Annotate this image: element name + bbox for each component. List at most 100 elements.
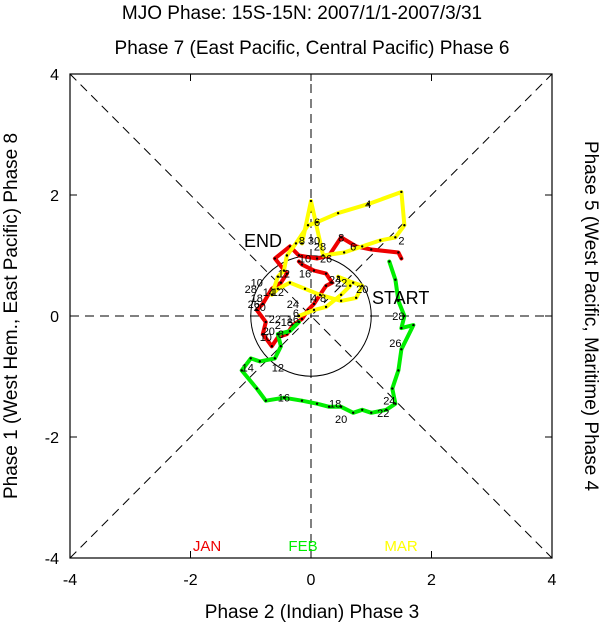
series-jan-point [273, 257, 277, 260]
series-feb-point [412, 323, 415, 327]
day-label: 12 [278, 269, 290, 281]
series-feb-point [315, 402, 319, 405]
day-label: 8 [320, 293, 326, 305]
series-jan-point [285, 272, 289, 275]
day-label: 16 [299, 269, 311, 281]
day-label: 20 [254, 302, 266, 314]
series-mar-point [342, 251, 346, 254]
series-mar-point [336, 211, 340, 215]
day-label: 6 [293, 308, 299, 320]
series-feb-point [394, 278, 397, 281]
series-mar-point [336, 275, 340, 278]
y-tick-label: -4 [45, 551, 59, 568]
series-mar-point [276, 275, 280, 278]
series-feb-point [282, 396, 286, 399]
series-mar-point [379, 239, 382, 242]
series-mar-point [282, 269, 286, 272]
series-jan-point [339, 236, 343, 239]
day-label: 28 [245, 284, 257, 296]
x-tick-label: 4 [548, 572, 557, 589]
right-axis-label: Phase 5 (West Pacific, Maritime) Phase 4 [580, 141, 601, 492]
day-label: 14 [242, 362, 254, 374]
day-label: 18 [251, 293, 263, 305]
x-tick-label: 0 [307, 572, 316, 589]
series-mar-point [339, 293, 343, 297]
reference-lines [69, 73, 553, 559]
series-mar-point [367, 202, 370, 206]
day-label: 8 [338, 232, 344, 244]
series-jan-point [255, 308, 258, 312]
x-tick-label: 2 [427, 572, 436, 589]
series-mar-point [294, 242, 298, 245]
series-jan-point [297, 260, 301, 263]
series-feb-point [385, 408, 388, 411]
day-label: 22 [377, 408, 389, 420]
series-feb-point [279, 345, 283, 348]
series-mar-point [361, 245, 364, 248]
series-feb-point [288, 329, 292, 333]
series-jan-point [279, 281, 283, 284]
day-label: 16 [287, 314, 299, 326]
day-label: 30 [308, 235, 320, 247]
series-mar-point [351, 281, 355, 284]
series-mar-point [303, 287, 307, 290]
series-mar-point [270, 293, 274, 297]
series-feb-point [400, 348, 403, 351]
series-feb-point [403, 314, 406, 318]
series-mar-point [276, 287, 280, 290]
day-label: 26 [248, 299, 260, 311]
series-jan-point [261, 302, 264, 306]
series-jan-point [324, 272, 328, 275]
day-label: 28 [392, 311, 404, 323]
series-mar-point [297, 314, 301, 318]
series-feb-point [339, 405, 343, 408]
trajectory-series [239, 190, 416, 415]
series-jan-point [261, 332, 264, 336]
series-mar-point [348, 284, 352, 287]
day-label: 12 [272, 362, 284, 374]
series-feb-point [240, 369, 243, 372]
y-tick-label: -2 [45, 430, 59, 447]
series-mar-point [339, 299, 343, 303]
series-jan-point [330, 281, 334, 284]
day-label: 20 [356, 284, 368, 296]
series-feb-point [400, 326, 403, 330]
series-feb-point [397, 299, 400, 303]
series-mar-point [318, 293, 322, 297]
series-mar-point [361, 284, 364, 287]
day-label: 2 [398, 235, 404, 247]
day-label: 4 [311, 293, 317, 305]
start-annotation: START [372, 288, 429, 308]
series-feb-point [264, 399, 268, 402]
series-jan-point [370, 248, 373, 251]
left-axis-label: Phase 1 (West Hem., East Pacific) Phase … [1, 133, 22, 499]
series-mar-point [309, 199, 313, 203]
day-label: 24 [287, 299, 299, 311]
series-jan-point [324, 284, 328, 287]
x-tick-label: -2 [183, 572, 197, 589]
day-label: 22 [269, 314, 281, 326]
day-label: 8 [278, 329, 284, 341]
series-jan-point [397, 251, 400, 254]
day-label: 6 [314, 217, 320, 229]
series-mar-point [285, 254, 289, 257]
y-tick-label: 2 [50, 188, 59, 205]
day-label: 10 [251, 278, 263, 290]
series-jan-point [400, 257, 403, 260]
day-label: 24 [329, 275, 341, 287]
legend-mar: MAR [384, 538, 418, 555]
series-feb-point [300, 399, 304, 402]
series-jan-point [315, 257, 319, 260]
diagonal-reference-line [69, 73, 553, 559]
series-mar-line [269, 190, 407, 318]
series-jan-point [312, 302, 316, 306]
series-jan-point [297, 254, 301, 257]
series-jan-point [300, 317, 304, 321]
top-axis-label: Phase 7 (East Pacific, Central Pacific) … [115, 38, 510, 59]
series-mar-point [288, 281, 292, 284]
series-mar-point [306, 224, 310, 227]
end-annotation: END [244, 231, 282, 251]
series-feb-point [370, 411, 373, 414]
